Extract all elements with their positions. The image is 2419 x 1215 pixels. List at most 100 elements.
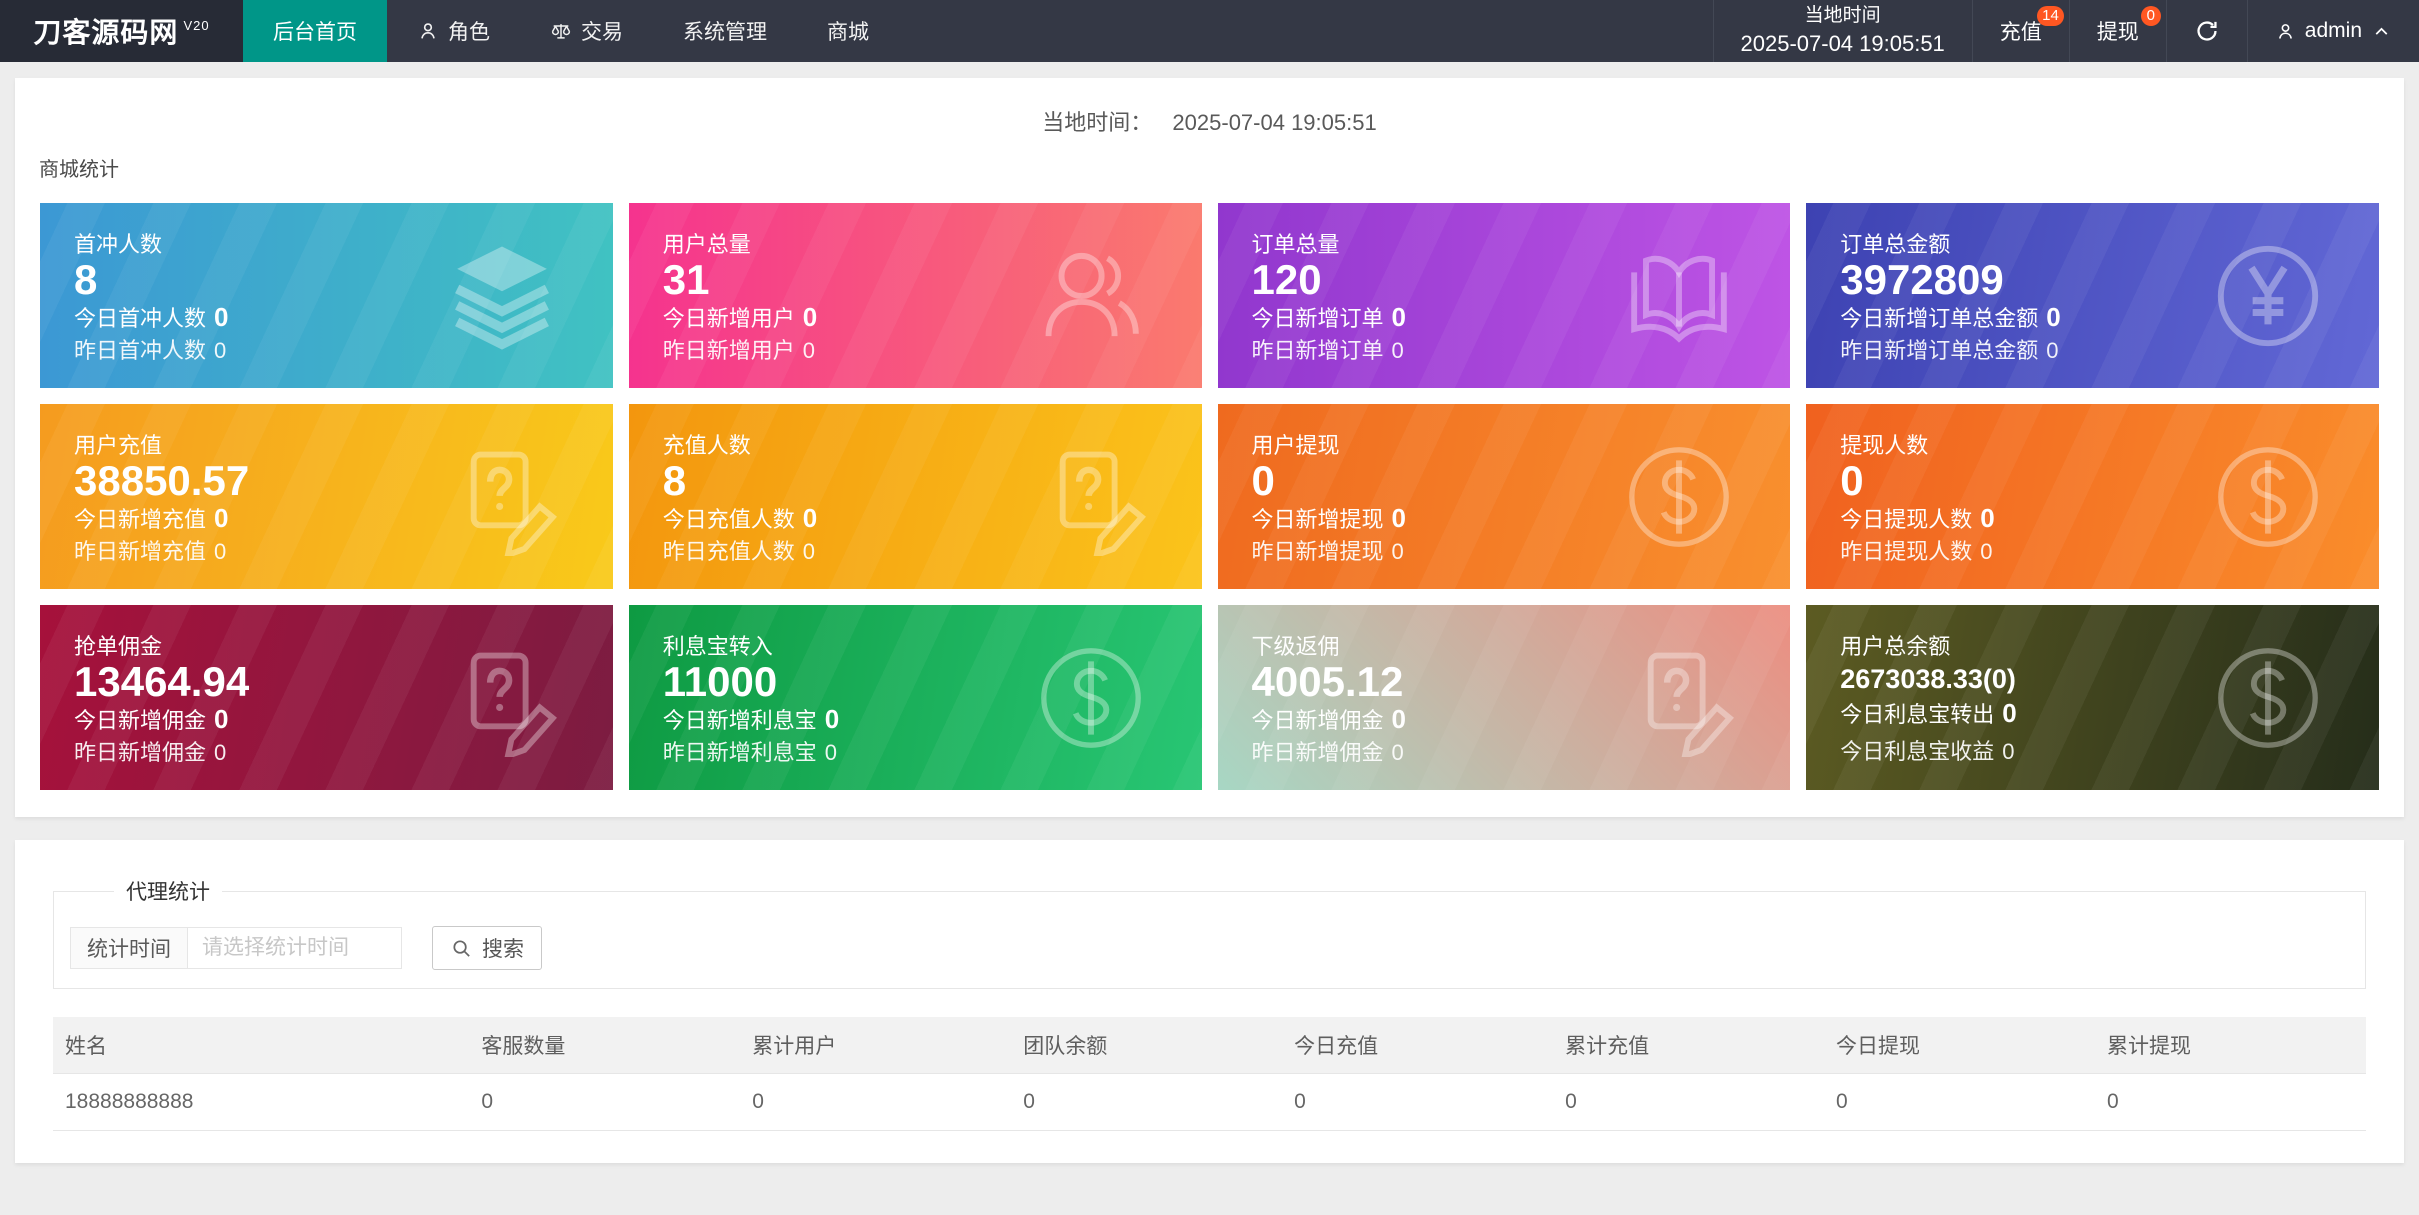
- table-cell: 0: [469, 1073, 741, 1131]
- nav-item[interactable]: 后台首页: [243, 0, 387, 62]
- card-today-label: 今日新增利息宝: [662, 708, 817, 733]
- card-today-line: 今日新增订单总金额 0: [1840, 301, 2345, 333]
- withdraw-badge: 0: [2140, 6, 2161, 26]
- card-today-value: 0: [2002, 698, 2017, 729]
- card-today-value: 0: [802, 302, 818, 332]
- card-today-label: 今日新增提现: [1251, 507, 1384, 532]
- card-yesterday-value: 0: [1391, 338, 1404, 363]
- search-icon: [450, 937, 473, 960]
- nav-item-label: 交易: [581, 21, 623, 44]
- card-yesterday-value: 0: [214, 338, 227, 363]
- stat-card: 下级返佣 4005.12 今日新增佣金 0 昨日新增佣金 0: [1217, 605, 1791, 790]
- stat-card: 用户充值 38850.57 今日新增充值 0 昨日新增充值 0: [40, 404, 613, 589]
- card-yesterday-label: 昨日充值人数: [662, 539, 795, 564]
- card-yesterday-line: 昨日首冲人数 0: [74, 333, 579, 365]
- card-yesterday-line: 昨日新增提现 0: [1252, 534, 1757, 566]
- refresh-button[interactable]: [2165, 0, 2247, 62]
- card-yesterday-label: 昨日新增用户: [662, 338, 795, 363]
- app-logo-version: V20: [183, 17, 210, 33]
- withdraw-label: 提现: [2096, 21, 2139, 44]
- navbar-local-time: 当地时间 2025-07-04 19:05:51: [1712, 0, 1972, 62]
- table-cell: 0: [1011, 1073, 1283, 1131]
- card-yesterday-label: 昨日首冲人数: [74, 338, 207, 363]
- card-value: 38850.57: [74, 457, 250, 504]
- agent-table: 姓名 客服数量 累计用户 团队余额 今日充值 累计充值 今日提现 累计提现 188888888…: [53, 1017, 2366, 1131]
- stat-card: 订单总量 120 今日新增订单 0 昨日新增订单 0: [1217, 203, 1791, 388]
- card-yesterday-value: 0: [1980, 539, 1993, 564]
- card-value: 8: [74, 256, 98, 303]
- card-today-value: 0: [1391, 704, 1406, 734]
- card-yesterday-value: 0: [214, 740, 227, 765]
- card-value: 8: [662, 457, 687, 504]
- stat-card: 充值人数 8 今日充值人数 0 昨日充值人数 0: [628, 404, 1202, 589]
- yen-circle-icon: [2209, 237, 2327, 355]
- dollar-circle-icon: [1620, 438, 1738, 556]
- card-today-line: 今日充值人数 0: [663, 502, 1168, 534]
- doc-question-icon: [443, 639, 561, 760]
- card-value: 2673038.33(0): [1840, 663, 2016, 694]
- nav-item[interactable]: 角色: [387, 0, 520, 62]
- card-yesterday-line: 今日利息宝收益 0: [1840, 734, 2345, 766]
- withdraw-nav-button[interactable]: 提现 0: [2068, 0, 2166, 62]
- local-time-label: 当地时间: [1804, 5, 1881, 27]
- dollar-circle-icon: [1032, 639, 1150, 757]
- card-title: 用户总余额: [1840, 634, 1951, 659]
- recharge-nav-button[interactable]: 充值 14: [1971, 0, 2069, 62]
- card-today-line: 今日新增提现 0: [1252, 502, 1757, 534]
- card-yesterday-value: 0: [1391, 740, 1404, 765]
- card-today-label: 今日充值人数: [662, 507, 795, 532]
- card-today-label: 今日新增佣金: [1251, 708, 1384, 733]
- card-yesterday-line: 昨日新增用户 0: [663, 333, 1168, 365]
- person-icon: [2275, 21, 2296, 42]
- card-value: 0: [1251, 457, 1275, 504]
- card-yesterday-label: 昨日新增佣金: [1251, 740, 1384, 765]
- card-yesterday-label: 昨日新增订单总金额: [1840, 338, 2039, 363]
- card-today-value: 0: [214, 302, 229, 332]
- agent-panel: 代理统计 统计时间 搜索 姓名客服数量累计用户团队余额今日充值累计充值今日提现累…: [15, 840, 2404, 1163]
- dollar-circle-icon: [2209, 639, 2327, 757]
- card-today-line: 今日提现人数 0: [1840, 502, 2345, 534]
- agent-filter-row: 统计时间 搜索: [70, 926, 2349, 970]
- card-yesterday-value: 0: [2046, 338, 2059, 363]
- card-yesterday-value: 0: [2002, 738, 2015, 764]
- app-logo-text: 刀客源码网: [33, 17, 179, 48]
- nav-item[interactable]: 系统管理: [653, 0, 797, 62]
- book-icon: [1620, 237, 1738, 355]
- nav-item[interactable]: 交易: [520, 0, 653, 62]
- person-icon: [417, 20, 439, 42]
- chevron-up-icon: [2371, 21, 2392, 42]
- table-cell: 0: [1824, 1073, 2095, 1131]
- card-today-value: 0: [1391, 503, 1406, 533]
- stat-time-input[interactable]: [188, 927, 402, 969]
- card-today-label: 今日新增用户: [662, 306, 795, 331]
- card-title: 充值人数: [662, 433, 751, 458]
- nav-item-label: 系统管理: [683, 21, 767, 44]
- section-title-shop-stats: 商城统计: [39, 159, 119, 181]
- card-today-label: 今日新增充值: [74, 507, 207, 532]
- card-yesterday-line: 昨日提现人数 0: [1840, 534, 2345, 566]
- agent-table-header: 累计提现: [2094, 1017, 2366, 1074]
- admin-username: admin: [2304, 19, 2362, 42]
- card-today-line: 今日新增佣金 0: [74, 703, 579, 735]
- card-today-value: 0: [1391, 302, 1406, 332]
- search-button[interactable]: 搜索: [432, 926, 542, 970]
- card-value: 11000: [662, 658, 778, 705]
- card-value: 0: [1840, 457, 1864, 504]
- admin-menu[interactable]: admin: [2246, 0, 2419, 62]
- nav-item[interactable]: 商城: [797, 0, 899, 62]
- card-value: 13464.94: [74, 658, 250, 705]
- card-value: 120: [1251, 256, 1322, 303]
- table-cell: 0: [1282, 1073, 1554, 1131]
- navbar-right: 当地时间 2025-07-04 19:05:51 充值 14 提现 0 admi…: [1712, 0, 2419, 62]
- stat-card: 首冲人数 8 今日首冲人数 0 昨日首冲人数 0: [40, 203, 613, 388]
- card-title: 抢单佣金: [74, 634, 163, 659]
- card-yesterday-label: 昨日新增佣金: [74, 740, 207, 765]
- card-yesterday-label: 昨日新增利息宝: [662, 740, 817, 765]
- card-yesterday-value: 0: [802, 338, 816, 363]
- card-today-label: 今日利息宝转出: [1840, 702, 1995, 728]
- card-title: 用户提现: [1251, 433, 1340, 458]
- doc-question-icon: [443, 438, 561, 559]
- time-header-value: 2025-07-04 19:05:51: [1172, 110, 1377, 135]
- card-today-value: 0: [802, 503, 818, 533]
- stat-card: 抢单佣金 13464.94 今日新增佣金 0 昨日新增佣金 0: [40, 605, 613, 790]
